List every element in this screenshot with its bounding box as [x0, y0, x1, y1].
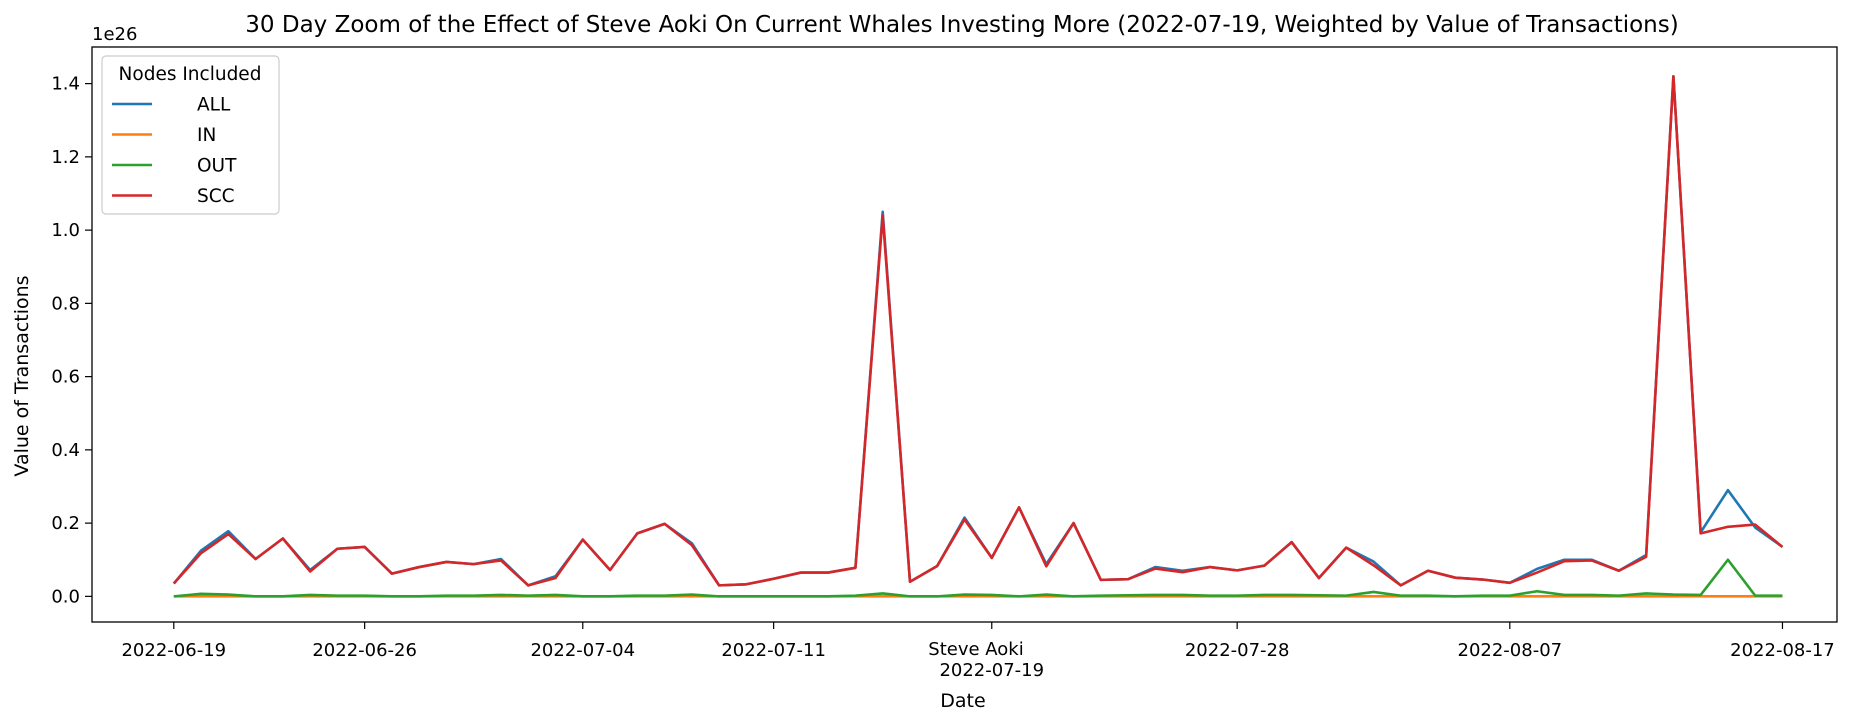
- y-tick-label: 0.0: [51, 586, 80, 607]
- legend-box: [101, 55, 280, 215]
- y-axis: 0.0 0.2 0.4 0.6 0.8 1.0 1.2 1.4: [51, 74, 92, 607]
- y-tick-label: 0.6: [51, 367, 80, 388]
- x-tick-label: 2022-07-19: [939, 660, 1044, 681]
- y-offset-label: 1e26: [92, 24, 137, 45]
- y-axis-label: Value of Transactions: [11, 275, 33, 476]
- x-tick-label: 2022-08-07: [1458, 640, 1563, 661]
- x-tick-label: 2022-06-26: [312, 640, 417, 661]
- event-label: Steve Aoki: [928, 639, 1023, 660]
- legend-label-out: OUT: [197, 156, 237, 177]
- x-tick-label: 2022-07-28: [1185, 640, 1290, 661]
- y-tick-label: 0.8: [51, 293, 80, 314]
- x-tick-label: 2022-08-17: [1730, 640, 1835, 661]
- legend-title: Nodes Included: [119, 64, 262, 85]
- x-tick-label: 2022-07-04: [530, 640, 635, 661]
- chart-title: 30 Day Zoom of the Effect of Steve Aoki …: [245, 12, 1678, 38]
- y-tick-label: 0.4: [51, 440, 80, 461]
- x-axis-label: Date: [940, 690, 985, 712]
- legend-label-in: IN: [197, 125, 216, 146]
- y-tick-label: 1.4: [51, 74, 80, 95]
- y-tick-label: 1.2: [51, 147, 80, 168]
- y-tick-label: 1.0: [51, 220, 80, 241]
- plot-area: [172, 75, 1784, 598]
- x-axis: 2022-06-19 2022-06-26 2022-07-04 2022-07-11…: [121, 622, 1835, 681]
- y-tick-label: 0.2: [51, 513, 80, 534]
- series-line-out: [173, 558, 1783, 598]
- series-line-scc: [172, 75, 1784, 587]
- legend-label-all: ALL: [197, 95, 231, 116]
- legend: Nodes Included ALL IN OUT SCC: [101, 55, 280, 215]
- legend-label-scc: SCC: [197, 186, 235, 207]
- x-tick-label: 2022-07-11: [721, 640, 826, 661]
- plot-frame: [91, 46, 1838, 623]
- x-tick-label: 2022-06-19: [121, 640, 226, 661]
